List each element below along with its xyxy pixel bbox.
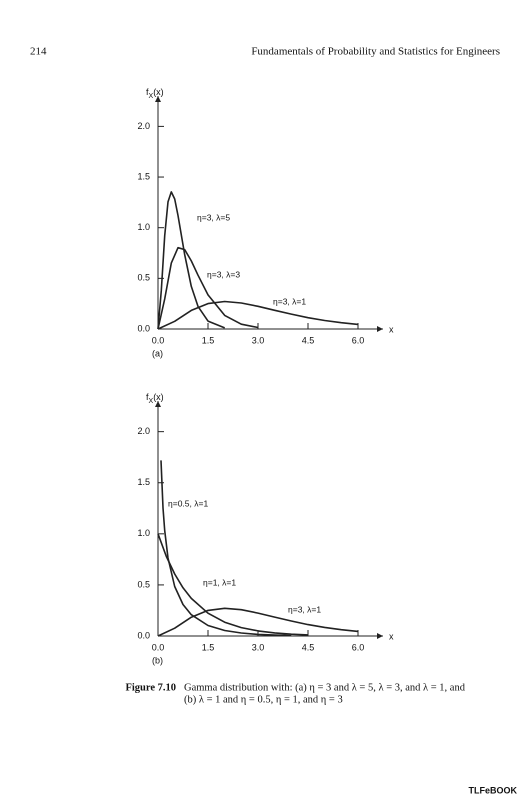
y-tick-label: 2.0 <box>137 121 150 131</box>
y-tick-label: 1.5 <box>137 477 150 487</box>
panel-label: (a) <box>152 348 163 358</box>
y-tick-label: 1.5 <box>137 171 150 181</box>
curve <box>157 607 359 637</box>
y-axis-label: fX(x) <box>146 392 164 404</box>
x-tick-label: 1.5 <box>202 335 215 345</box>
x-tick-label: 6.0 <box>352 642 365 652</box>
y-axis-label-part: f <box>146 392 149 402</box>
y-tick-label: 1.0 <box>137 528 150 538</box>
x-tick-label: 0.0 <box>152 335 165 345</box>
y-tick-label: 0.5 <box>137 273 150 283</box>
y-axis-label-part: (x) <box>153 392 164 402</box>
y-axis-label: fX(x) <box>146 87 164 99</box>
axis-arrow <box>377 633 383 639</box>
curve-annotation: η=0.5, λ=1 <box>168 498 208 508</box>
x-tick-label: 3.0 <box>252 335 265 345</box>
caption-line: Gamma distribution with: (a) η = 3 and λ… <box>184 682 466 693</box>
axis-arrow <box>155 401 161 407</box>
y-axis-label-part: X <box>149 398 154 405</box>
footer: TLFeBOOK <box>469 785 518 795</box>
y-tick-label: 0.0 <box>137 323 150 333</box>
curve <box>157 300 359 330</box>
y-tick-label: 1.0 <box>137 222 150 232</box>
x-axis-label: x <box>389 631 394 641</box>
curve <box>160 460 292 637</box>
y-tick-label: 0.0 <box>137 630 150 640</box>
x-axis-label: x <box>389 324 394 334</box>
y-tick-label: 2.0 <box>137 426 150 436</box>
y-axis-label-part: X <box>149 93 154 100</box>
caption-line: (b) λ = 1 and η = 0.5, η = 1, and η = 3 <box>184 694 343 705</box>
x-tick-label: 1.5 <box>202 642 215 652</box>
curve-annotation: η=3, λ=1 <box>273 296 306 306</box>
curve <box>157 533 309 636</box>
y-axis-label-part: (x) <box>153 87 164 97</box>
curve-annotation: η=3, λ=5 <box>197 212 230 222</box>
y-tick-label: 0.5 <box>137 579 150 589</box>
x-tick-label: 4.5 <box>302 335 315 345</box>
curve-annotation: η=3, λ=1 <box>288 604 321 614</box>
x-tick-label: 4.5 <box>302 642 315 652</box>
running-title: Fundamentals of Probability and Statisti… <box>251 46 500 58</box>
caption-label: Figure 7.10 <box>125 682 176 693</box>
curve-annotation: η=3, λ=3 <box>207 269 240 279</box>
x-tick-label: 3.0 <box>252 642 265 652</box>
y-axis-label-part: f <box>146 87 149 97</box>
x-tick-label: 6.0 <box>352 335 365 345</box>
curve <box>157 191 226 330</box>
curve <box>157 246 259 330</box>
page-number: 214 <box>30 46 47 58</box>
x-tick-label: 0.0 <box>152 642 165 652</box>
panel-label: (b) <box>152 655 163 665</box>
axis-arrow <box>155 96 161 102</box>
curve-annotation: η=1, λ=1 <box>203 577 236 587</box>
axis-arrow <box>377 326 383 332</box>
